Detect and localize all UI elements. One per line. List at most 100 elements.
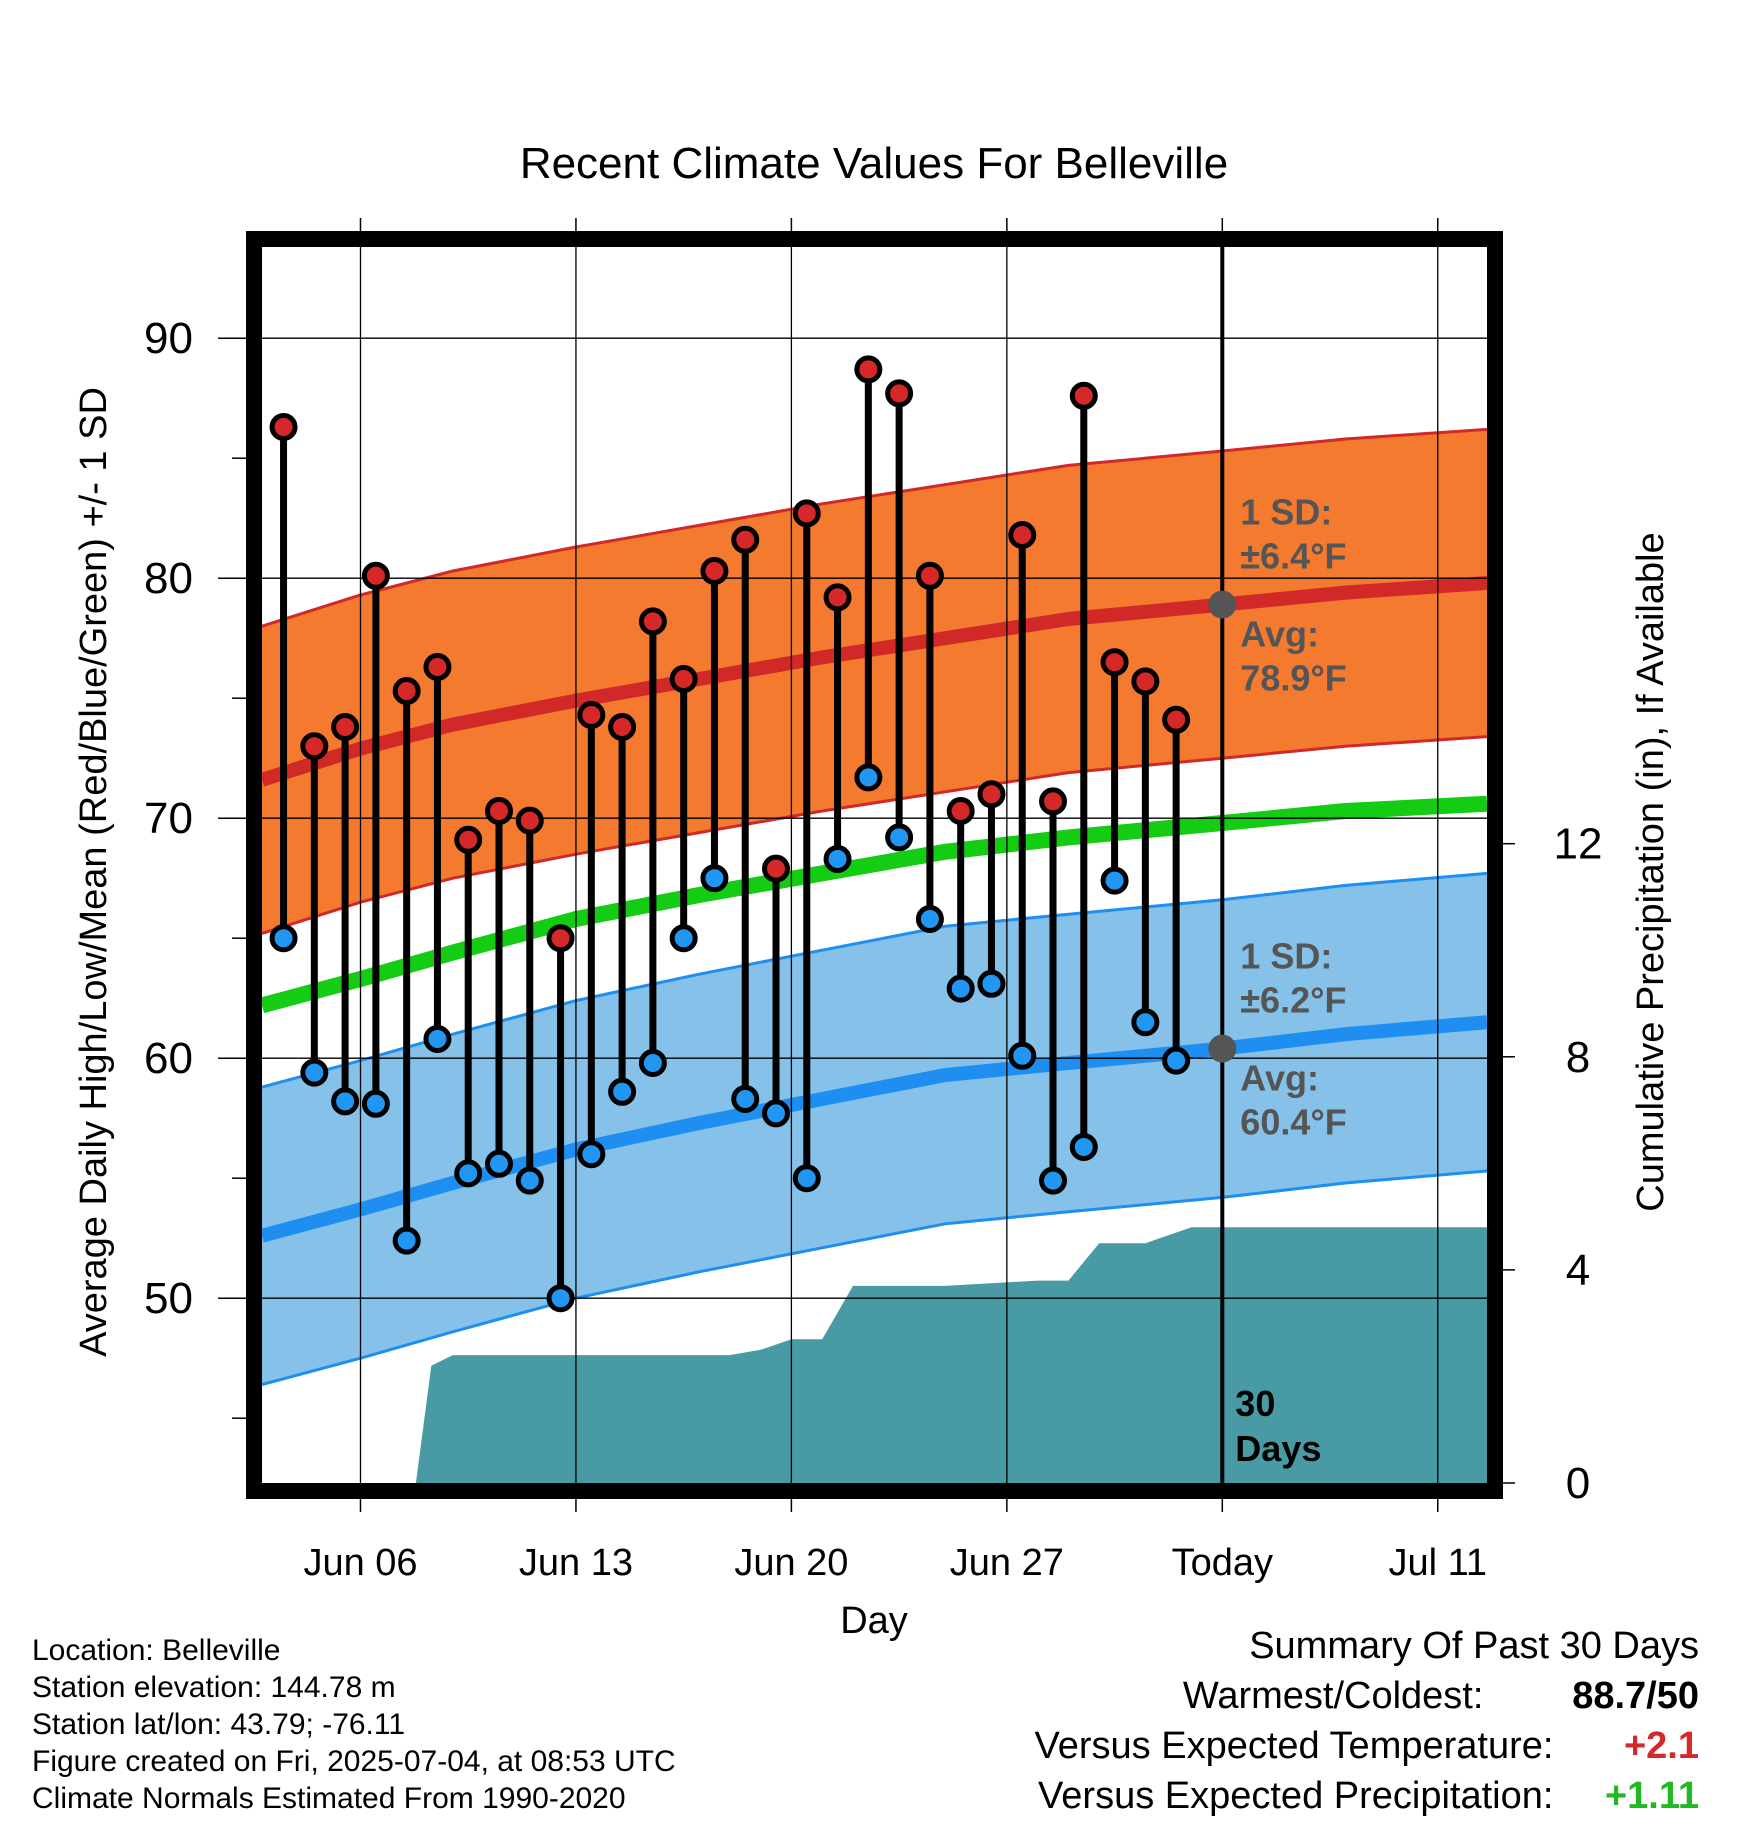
daily-high-point: [484, 797, 513, 825]
low-sd-annotation: ±6.2°F: [1240, 980, 1346, 1021]
daily-low-point: [1069, 1133, 1098, 1161]
summary-label: Versus Expected Precipitation:: [1038, 1775, 1554, 1817]
daily-high-point: [1100, 648, 1129, 677]
y2-tick-label: 12: [1554, 820, 1603, 869]
x-tick-label: Jun 13: [519, 1542, 633, 1584]
daily-low-point: [700, 864, 729, 893]
daily-low-point: [731, 1085, 760, 1113]
window-annotation: Days: [1235, 1428, 1321, 1469]
axes: Jun 06 Jun 13 Jun 20 Jun 27 Today Jul 11 50 60 7…: [144, 218, 1602, 1584]
window-annotation: 30: [1235, 1383, 1275, 1424]
info-created: Figure created on Fri, 2025-07-04, at 08…: [32, 1745, 676, 1778]
daily-low-point: [885, 823, 914, 852]
low-avg-marker: [1208, 1034, 1237, 1063]
daily-high-point: [269, 413, 298, 441]
low-avg-annotation: 60.4°F: [1240, 1102, 1346, 1143]
daily-high-point: [1069, 381, 1098, 410]
daily-high-point: [700, 557, 729, 585]
daily-high-point: [977, 780, 1006, 809]
daily-high-point: [423, 653, 452, 681]
daily-low-point: [669, 924, 698, 953]
daily-low-point: [915, 905, 944, 933]
y2-tick-label: 4: [1566, 1246, 1590, 1295]
x-tick-label: Jun 06: [303, 1542, 417, 1584]
daily-low-point: [1008, 1041, 1037, 1070]
chart-title: Recent Climate Values For Belleville: [520, 139, 1228, 188]
high-avg-annotation: 78.9°F: [1240, 658, 1346, 699]
daily-high-point: [915, 561, 944, 590]
low-sd-annotation: 1 SD:: [1240, 936, 1332, 977]
daily-low-point: [762, 1099, 791, 1128]
plot-frame: [246, 231, 1503, 1499]
daily-high-point: [361, 561, 390, 590]
daily-low-point: [854, 763, 883, 792]
daily-low-point: [423, 1025, 452, 1053]
summary-row-precipitation: Versus Expected Precipitation: +1.11: [1038, 1775, 1699, 1818]
daily-high-point: [1008, 521, 1037, 549]
daily-low-point: [1131, 1008, 1160, 1037]
daily-high-point: [669, 665, 698, 693]
x-tick-label: Jul 11: [1388, 1542, 1487, 1584]
high-sd-upper-edge: [262, 427, 1487, 628]
daily-high-point: [608, 713, 637, 741]
daily-high-point: [454, 825, 483, 854]
y-tick-label: 60: [144, 1034, 193, 1083]
y2-tick-label: 0: [1566, 1459, 1590, 1508]
daily-low-point: [484, 1149, 513, 1178]
daily-high-point: [515, 806, 544, 835]
high-sd-annotation: ±6.4°F: [1240, 536, 1346, 577]
cumulative-precip-area: [415, 1227, 1487, 1483]
high-avg-annotation: Avg:: [1240, 614, 1319, 655]
daily-low-point: [977, 969, 1006, 998]
y2-tick-label: 8: [1566, 1033, 1590, 1082]
x-tick-label: Jun 27: [950, 1542, 1064, 1584]
daily-high-point: [1039, 787, 1068, 816]
daily-low-point: [946, 974, 975, 1003]
x-tick-label: Today: [1172, 1542, 1273, 1584]
summary-value: 88.7/50: [1572, 1675, 1699, 1717]
daily-low-point: [454, 1159, 483, 1188]
summary-label: Versus Expected Temperature:: [1034, 1725, 1554, 1767]
summary-value: +2.1: [1623, 1725, 1699, 1767]
x-tick-label: Jun 20: [734, 1542, 848, 1584]
daily-high-point: [1162, 705, 1191, 734]
daily-high-point: [946, 797, 975, 825]
daily-low-point: [823, 845, 852, 873]
low-sd-upper-edge: [262, 871, 1487, 1089]
daily-low-point: [515, 1166, 544, 1195]
low-avg-annotation: Avg:: [1240, 1058, 1319, 1099]
summary-value: +1.11: [1604, 1775, 1699, 1817]
daily-high-point: [762, 854, 791, 883]
daily-low-point: [608, 1077, 637, 1106]
y-axis-label: Average Daily High/Low/Mean (Red/Blue/Gr…: [73, 387, 115, 1357]
low-sd-lower-edge: [262, 1169, 1487, 1387]
plot-area: [262, 247, 1487, 1483]
daily-low-point: [638, 1049, 667, 1077]
y2-axis-label: Cumulative Precipitation (in), If Availa…: [1630, 532, 1672, 1211]
summary-row-extremes: Warmest/Coldest: 88.7/50: [1183, 1675, 1699, 1718]
info-normals: Climate Normals Estimated From 1990-2020: [32, 1782, 626, 1815]
daily-high-point: [392, 677, 421, 705]
info-location: Location: Belleville: [32, 1634, 281, 1667]
y-tick-label: 50: [144, 1274, 193, 1323]
info-elevation: Station elevation: 144.78 m: [32, 1671, 396, 1704]
high-avg-marker: [1208, 590, 1237, 619]
high-sd-annotation: 1 SD:: [1240, 492, 1332, 533]
daily-low-point: [300, 1058, 329, 1087]
daily-high-point: [638, 607, 667, 636]
daily-low-point: [792, 1164, 821, 1193]
daily-high-point: [300, 732, 329, 761]
daily-low-point: [1100, 866, 1129, 895]
low-sd-band: [262, 873, 1487, 1385]
daily-high-point: [731, 525, 760, 554]
daily-high-point: [885, 379, 914, 408]
high-sd-band: [262, 429, 1487, 934]
y-tick-label: 70: [144, 794, 193, 843]
daily-high-point: [854, 355, 883, 384]
y-tick-label: 90: [144, 314, 193, 363]
info-latlon: Station lat/lon: 43.79; -76.11: [32, 1708, 406, 1741]
normal-high-line: [262, 576, 1487, 787]
daily-high-point: [577, 701, 606, 729]
